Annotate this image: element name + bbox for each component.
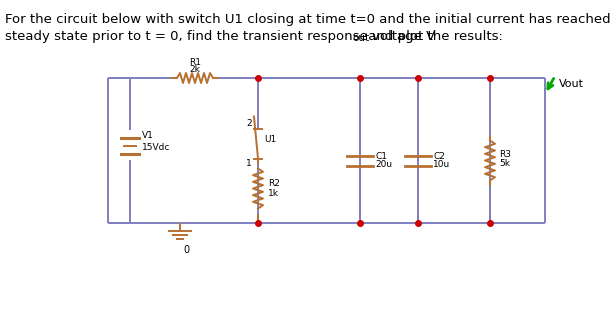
Text: 2: 2: [246, 119, 252, 128]
Text: 5k: 5k: [499, 159, 510, 168]
Text: and plot the results:: and plot the results:: [364, 30, 503, 43]
Text: out: out: [353, 33, 370, 43]
Text: R1: R1: [189, 58, 201, 67]
Text: 20u: 20u: [375, 160, 392, 169]
Text: U1: U1: [264, 135, 276, 144]
Text: 2k: 2k: [189, 65, 200, 74]
Text: 0: 0: [183, 245, 189, 255]
Text: 1k: 1k: [268, 189, 279, 198]
Text: C1: C1: [375, 152, 387, 161]
Text: R3: R3: [499, 150, 511, 159]
Text: Vout: Vout: [559, 79, 584, 89]
Text: C2: C2: [433, 152, 445, 161]
Text: 10u: 10u: [433, 160, 450, 169]
Text: steady state prior to t = 0, find the transient response voltage V: steady state prior to t = 0, find the tr…: [5, 30, 435, 43]
Text: 1: 1: [246, 160, 252, 169]
Text: For the circuit below with switch U1 closing at time t=0 and the initial current: For the circuit below with switch U1 clo…: [5, 13, 610, 26]
Text: V1: V1: [142, 131, 154, 140]
Text: R2: R2: [268, 179, 280, 188]
Text: 15Vdc: 15Vdc: [142, 143, 170, 152]
